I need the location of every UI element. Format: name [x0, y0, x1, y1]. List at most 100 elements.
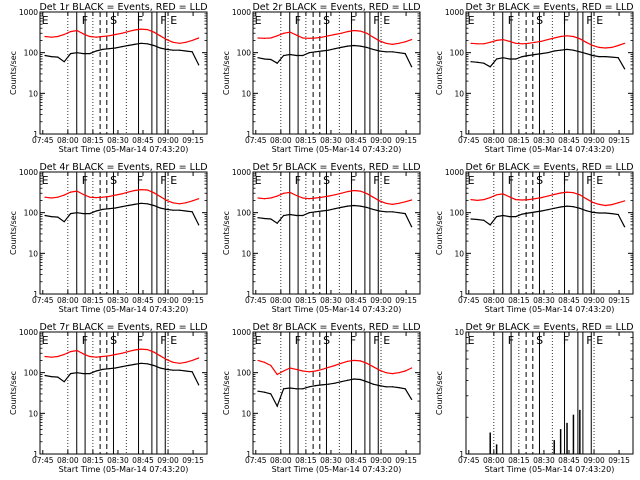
- y-tick-label: 1: [33, 130, 38, 139]
- data-point: [508, 40, 511, 42]
- data-point: [63, 381, 65, 383]
- data-point: [617, 44, 619, 47]
- chart-title: Det 1r BLACK = Events, RED = LLD: [39, 2, 207, 13]
- x-tick-label: 08:30: [320, 456, 342, 465]
- data-point: [359, 360, 362, 362]
- data-point: [146, 28, 149, 31]
- data-point: [391, 372, 394, 375]
- marker-label: S: [536, 174, 543, 187]
- y-axis-label: Counts/sec: [435, 51, 444, 95]
- data-point: [50, 356, 53, 358]
- data-point: [515, 42, 517, 44]
- data-point: [483, 62, 485, 64]
- marker-label: F: [137, 14, 143, 27]
- data-point: [89, 355, 91, 358]
- x-tick-label: 08:00: [57, 136, 79, 145]
- x-tick-label: 07:45: [32, 456, 54, 465]
- y-tick-label: 10: [28, 249, 38, 258]
- marker-label: F: [563, 334, 569, 347]
- x-tick-label: 09:00: [157, 296, 179, 305]
- marker-label: E: [383, 14, 390, 27]
- data-point: [404, 212, 406, 215]
- data-point: [391, 43, 394, 45]
- data-point: [57, 376, 59, 378]
- data-point: [572, 192, 575, 194]
- data-point: [121, 206, 123, 208]
- data-point: [398, 42, 400, 44]
- y-tick-label: 100: [450, 209, 465, 218]
- y-tick-label: 1000: [232, 8, 251, 17]
- data-point: [276, 373, 278, 376]
- data-point: [95, 370, 97, 372]
- data-point: [553, 37, 555, 39]
- data-point: [566, 48, 568, 51]
- data-point: [159, 367, 161, 369]
- data-point: [70, 30, 72, 33]
- data-point: [404, 41, 406, 43]
- data-point: [547, 195, 549, 197]
- data-point: [340, 192, 342, 194]
- data-point: [508, 196, 511, 198]
- data-point: [470, 42, 472, 44]
- data-point: [270, 197, 272, 199]
- data-point: [598, 46, 600, 48]
- data-point: [127, 191, 129, 193]
- data-point: [257, 217, 259, 219]
- data-point: [166, 368, 168, 371]
- y-tick-label: 1000: [19, 328, 38, 337]
- data-point: [89, 212, 91, 215]
- x-axis-label: Start Time (05-Mar-14 07:43:20): [59, 465, 189, 474]
- plot-frame: [39, 331, 208, 455]
- plot-frame: [465, 171, 634, 295]
- data-point: [353, 189, 355, 192]
- data-point: [76, 29, 78, 32]
- data-point: [347, 205, 349, 207]
- y-tick-label: 100: [24, 49, 39, 58]
- data-point: [379, 385, 381, 387]
- data-point: [283, 214, 285, 217]
- data-point: [560, 192, 562, 194]
- data-point: [76, 212, 78, 214]
- y-tick-label: 10: [28, 89, 38, 98]
- data-point: [178, 203, 181, 205]
- data-point: [547, 209, 549, 211]
- data-point: [82, 33, 85, 35]
- data-point: [508, 58, 511, 60]
- marker-label: F: [350, 334, 356, 347]
- data-point: [353, 359, 355, 362]
- data-point: [198, 37, 200, 39]
- data-point: [89, 372, 91, 375]
- data-point: [166, 38, 168, 41]
- marker-label: F: [295, 14, 301, 27]
- data-point: [191, 200, 193, 202]
- data-point: [283, 370, 285, 372]
- data-point: [327, 35, 330, 37]
- x-tick-label: 08:30: [107, 456, 129, 465]
- x-tick-label: 08:45: [558, 296, 580, 305]
- data-point: [191, 51, 193, 53]
- data-point: [44, 374, 46, 377]
- data-point: [172, 49, 174, 51]
- x-axis-label: Start Time (05-Mar-14 07:43:20): [272, 305, 402, 314]
- marker-label: E: [468, 174, 475, 187]
- data-point: [308, 386, 310, 388]
- data-point: [534, 198, 536, 200]
- data-point: [611, 212, 613, 215]
- data-point: [172, 369, 174, 371]
- data-point: [604, 204, 607, 207]
- data-point: [604, 56, 607, 58]
- data-point: [172, 361, 174, 363]
- data-point: [496, 194, 498, 196]
- data-point: [334, 382, 336, 384]
- x-tick-label: 08:00: [57, 456, 79, 465]
- data-point: [127, 30, 129, 33]
- data-point: [114, 207, 117, 209]
- chart-panel-2: Det 2r BLACK = Events, RED = LLD 1 10 100 10…: [222, 2, 421, 154]
- data-point: [198, 64, 200, 66]
- data-point: [502, 214, 504, 217]
- data-point: [334, 194, 336, 196]
- y-axis-label: Counts/sec: [435, 211, 444, 255]
- data-point: [140, 188, 142, 191]
- x-tick-label: 09:00: [583, 296, 605, 305]
